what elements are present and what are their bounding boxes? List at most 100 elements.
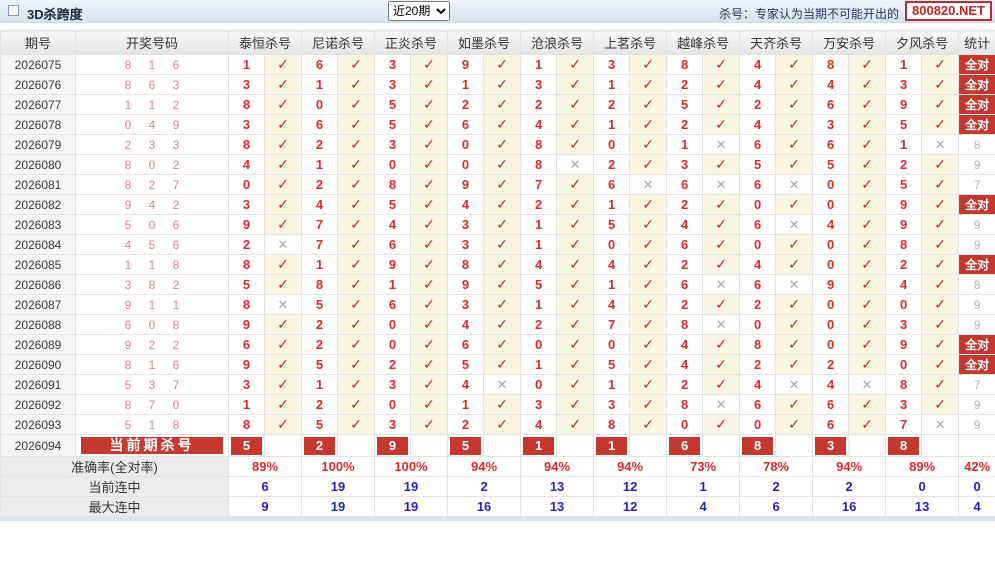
check-icon: ✓: [423, 96, 435, 112]
check-icon: ✓: [423, 256, 435, 272]
hit-mark-cell: ✓: [410, 74, 449, 95]
kill-number-cell: 3: [374, 374, 412, 395]
current-kill-number: 3: [815, 436, 847, 455]
hit-mark-cell: ✓: [556, 274, 595, 295]
stat-all-correct-cell: 全对: [958, 74, 995, 95]
empty-mark-cell: [483, 434, 522, 457]
kill-number-cell: 8: [447, 254, 485, 275]
kill-number-cell: 5: [374, 94, 412, 115]
kill-number-cell: 6: [374, 234, 412, 255]
check-icon: ✓: [861, 56, 873, 72]
hit-mark-cell: ✓: [921, 74, 960, 95]
check-icon: ✓: [861, 336, 873, 352]
hit-mark-cell: ✓: [483, 114, 522, 135]
spacer: [0, 23, 995, 30]
kill-number-cell: 3: [228, 194, 265, 215]
accuracy-cell: 89%: [227, 456, 303, 477]
hit-mark-cell: ✓: [337, 314, 376, 335]
kill-number-cell: 5: [593, 214, 631, 235]
kill-number-cell: 2: [520, 94, 558, 115]
kill-number-cell: 6: [301, 54, 339, 75]
hit-mark-cell: ✓: [483, 94, 522, 115]
period-cell: 2026077: [0, 94, 76, 115]
check-icon: ✓: [277, 216, 289, 232]
hit-mark-cell: ✓: [775, 414, 814, 435]
check-icon: ✓: [642, 276, 654, 292]
check-icon: ✓: [350, 336, 362, 352]
stat-count-cell: 8: [958, 134, 995, 155]
kill-number-cell: 4: [520, 414, 558, 435]
hit-mark-cell: ✓: [337, 254, 376, 275]
stat-count-cell: 9: [958, 294, 995, 315]
hit-mark-cell: ✓: [337, 214, 376, 235]
hit-mark-cell: ✓: [848, 174, 887, 195]
range-select[interactable]: 近20期: [388, 1, 450, 21]
topbar: 3D杀跨度 近20期 杀号：专家认为当期不可能开出的 800820.NET: [0, 0, 995, 23]
check-icon: ✓: [642, 136, 654, 152]
hit-mark-cell: ✓: [775, 74, 814, 95]
accuracy-stat-cell: 42%: [958, 456, 995, 477]
draw-numbers-cell: 6 0 8: [75, 314, 229, 335]
hit-mark-cell: ✓: [921, 254, 960, 275]
period-cell: 2026087: [0, 294, 76, 315]
check-icon: ✓: [569, 176, 581, 192]
hit-mark-cell: ✓: [702, 74, 741, 95]
current-kill-number: 1: [596, 436, 628, 455]
hit-mark-cell: ✓: [848, 274, 887, 295]
kill-number-cell: 0: [812, 294, 850, 315]
hit-mark-cell: ✓: [775, 94, 814, 115]
stat-all-correct-cell: 全对: [958, 254, 995, 275]
streak-cell: 19: [301, 496, 376, 517]
kill-number-cell: 9: [228, 314, 265, 335]
period-cell: 2026089: [0, 334, 76, 355]
check-icon: ✓: [350, 296, 362, 312]
hit-mark-cell: ✓: [921, 174, 960, 195]
draw-numbers-cell: 5 0 6: [75, 214, 229, 235]
check-icon: ✓: [496, 316, 508, 332]
cross-icon: ✕: [788, 176, 800, 192]
kill-number-cell: 0: [812, 334, 850, 355]
kill-number-cell: 3: [593, 394, 631, 415]
draw-numbers-cell: 5 1 8: [75, 414, 229, 435]
check-icon: ✓: [350, 136, 362, 152]
draw-numbers-cell: 8 1 6: [75, 54, 229, 75]
kill-number-cell: 4: [374, 214, 412, 235]
empty-mark-cell: [337, 434, 376, 457]
hit-mark-cell: ✓: [337, 374, 376, 395]
stat-count-cell: 7: [958, 374, 995, 395]
check-icon: ✓: [934, 376, 947, 392]
hit-mark-cell: ✓: [921, 94, 960, 115]
stat-count-cell: 8: [958, 274, 995, 295]
current-kill-cell: 8: [739, 434, 777, 457]
kill-number-cell: 4: [739, 374, 777, 395]
hit-mark-cell: ✓: [263, 374, 303, 395]
check-icon: ✓: [569, 316, 581, 332]
kill-number-cell: 0: [885, 354, 923, 375]
current-kill-number: 8: [742, 436, 774, 455]
draw-numbers-cell: 3 8 2: [75, 274, 229, 295]
current-period-banner: 当前期杀号: [81, 437, 223, 454]
kill-number-cell: 9: [228, 214, 265, 235]
kill-number-cell: 5: [885, 174, 923, 195]
kill-number-cell: 4: [447, 374, 485, 395]
page-title: 3D杀跨度: [27, 7, 83, 22]
streak-cell: 9: [227, 496, 303, 517]
hit-mark-cell: ✕: [921, 414, 960, 435]
kill-number-cell: 3: [228, 374, 265, 395]
kill-number-cell: 2: [520, 314, 558, 335]
check-icon: ✓: [642, 56, 654, 72]
check-icon: ✓: [642, 256, 654, 272]
kill-number-cell: 2: [666, 74, 704, 95]
hit-mark-cell: ✓: [263, 74, 303, 95]
section-checkbox[interactable]: [8, 5, 19, 16]
kill-number-cell: 9: [885, 214, 923, 235]
hit-mark-cell: ✓: [702, 374, 741, 395]
kill-number-cell: 8: [739, 334, 777, 355]
check-icon: ✓: [423, 336, 435, 352]
hit-mark-cell: ✓: [921, 114, 960, 135]
period-cell: 2026079: [0, 134, 76, 155]
check-icon: ✓: [642, 116, 654, 132]
hit-mark-cell: ✓: [921, 194, 960, 215]
hit-mark-cell: ✓: [263, 394, 303, 415]
current-kill-cell: 9: [374, 434, 412, 457]
